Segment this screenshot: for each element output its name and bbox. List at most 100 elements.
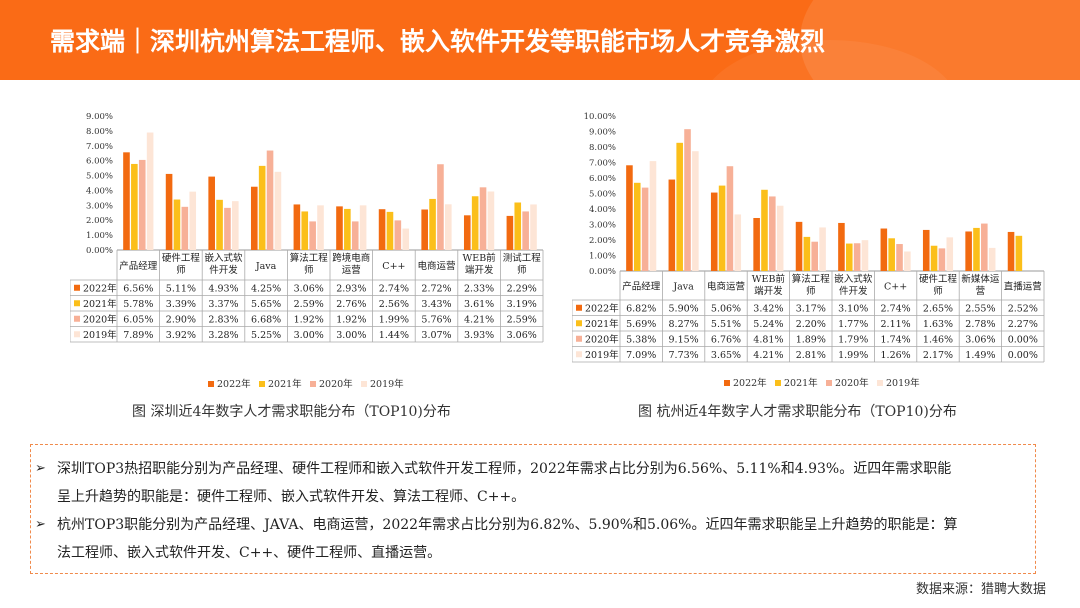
- header-banner: 需求端｜深圳杭州算法工程师、嵌入软件开发等职能市场人才竞争激烈: [0, 0, 1080, 80]
- data-label: 6.05%: [123, 314, 153, 325]
- notes-box: ➢ 深圳TOP3热招职能分别为产品经理、硬件工程师和嵌入式软件开发工程师，202…: [30, 444, 1036, 574]
- note-shenzhen-line1: 深圳TOP3热招职能分别为产品经理、硬件工程师和嵌入式软件开发工程师，2022年…: [57, 461, 952, 477]
- bar: [258, 165, 266, 250]
- hangzhou-chart: 0.00% 1.00% 2.00% 3.00% 4.00% 5.00% 6.00% 7.00%…: [572, 112, 1045, 389]
- x-category-label: 算法工程师: [290, 252, 329, 276]
- data-label: 7.73%: [669, 350, 699, 361]
- data-label: 0.00%: [1008, 350, 1038, 361]
- legend-swatch: [208, 381, 214, 387]
- series-name: 2021年: [83, 298, 117, 310]
- bar: [232, 201, 239, 250]
- legend-label: 2021年: [784, 377, 818, 389]
- legend-swatch: [724, 380, 730, 386]
- bar: [946, 237, 954, 271]
- data-label: 5.06%: [711, 303, 741, 314]
- data-label: 2.33%: [464, 283, 494, 294]
- data-label: 2.78%: [965, 319, 995, 330]
- data-label: 2.11%: [881, 319, 911, 330]
- bar: [394, 220, 402, 250]
- bar: [633, 182, 641, 271]
- data-label: 3.19%: [507, 299, 537, 310]
- y-tick-label: 5.00%: [86, 172, 113, 182]
- data-label: 3.43%: [421, 299, 451, 310]
- data-label: 5.69%: [626, 319, 656, 330]
- y-tick-label: 2.00%: [589, 236, 616, 246]
- x-category-label: C++: [884, 282, 907, 293]
- x-category-label: 新媒体运营: [961, 273, 1000, 297]
- bar: [463, 215, 471, 250]
- bar: [437, 164, 444, 250]
- data-label: 1.74%: [881, 334, 911, 345]
- bar: [988, 247, 996, 271]
- x-category-label: WEB前端开发: [752, 273, 785, 297]
- data-label: 1.99%: [838, 350, 868, 361]
- data-label: 3.37%: [208, 299, 238, 310]
- y-tick-label: 7.00%: [589, 159, 616, 169]
- bar: [138, 159, 146, 250]
- data-label: 5.24%: [753, 319, 783, 330]
- bar: [224, 207, 231, 250]
- x-category-label: 直播运营: [1004, 281, 1042, 293]
- y-tick-label: 3.00%: [589, 221, 616, 231]
- y-tick-label: 4.00%: [86, 186, 113, 196]
- series-name: 2020年: [585, 333, 619, 345]
- data-label: 2.27%: [1008, 319, 1038, 330]
- legend-label: 2022年: [733, 377, 767, 389]
- bar: [208, 176, 215, 250]
- legend-swatch: [826, 380, 832, 386]
- data-label: 3.06%: [507, 330, 537, 341]
- y-tick-label: 9.00%: [589, 128, 616, 138]
- data-label: 3.00%: [336, 330, 366, 341]
- data-source: 数据来源：猎聘大数据: [915, 582, 1046, 597]
- bar: [309, 221, 316, 250]
- bar: [761, 189, 768, 271]
- data-label: 7.89%: [123, 330, 153, 341]
- bar: [506, 215, 514, 250]
- bar: [718, 185, 726, 271]
- bar: [471, 196, 479, 250]
- bar: [896, 244, 903, 271]
- data-label: 3.28%: [208, 330, 238, 341]
- bar: [301, 211, 309, 250]
- bar: [795, 221, 803, 271]
- x-category-label: 算法工程师: [792, 273, 831, 297]
- data-label: 9.15%: [669, 334, 699, 345]
- data-label: 1.44%: [379, 330, 409, 341]
- data-label: 2.83%: [208, 314, 238, 325]
- bar: [266, 150, 274, 250]
- x-category-label: 硬件工程师: [162, 252, 201, 276]
- bar: [189, 191, 197, 250]
- y-tick-label: 2.00%: [86, 216, 113, 226]
- legend-label: 2021年: [268, 378, 302, 390]
- data-label: 4.25%: [251, 283, 281, 294]
- data-label: 4.21%: [464, 314, 494, 325]
- legend-key: [576, 304, 582, 311]
- data-label: 1.92%: [294, 314, 324, 325]
- x-category-label: Java: [672, 282, 694, 293]
- data-label: 1.63%: [923, 319, 953, 330]
- bar: [684, 129, 691, 271]
- y-tick-label: 0.00%: [86, 246, 113, 256]
- bar: [317, 205, 324, 250]
- legend-key: [74, 331, 80, 338]
- banner-decoration: [800, 0, 1080, 80]
- data-label: 3.17%: [796, 303, 826, 314]
- bar: [1007, 231, 1015, 271]
- bar: [776, 205, 784, 271]
- x-category-label: 电商运营: [707, 281, 745, 293]
- shenzhen-chart-caption: 图 深圳近4年数字人才需求职能分布（TOP10)分布: [132, 404, 451, 420]
- data-label: 2.17%: [923, 350, 953, 361]
- bar: [769, 196, 776, 271]
- data-label: 0.00%: [1008, 334, 1038, 345]
- bar: [649, 161, 657, 271]
- note-hangzhou-line2: 法工程师、嵌入式软件开发、C++、硬件工程师、直播运营。: [57, 545, 442, 561]
- bar: [165, 173, 173, 250]
- bar: [344, 208, 351, 250]
- legend-key: [576, 335, 582, 342]
- bar: [514, 202, 522, 250]
- bar: [861, 240, 869, 271]
- x-category-label: 产品经理: [119, 260, 158, 272]
- data-label: 3.06%: [294, 283, 324, 294]
- bar: [838, 222, 845, 271]
- y-tick-label: 8.00%: [589, 143, 616, 153]
